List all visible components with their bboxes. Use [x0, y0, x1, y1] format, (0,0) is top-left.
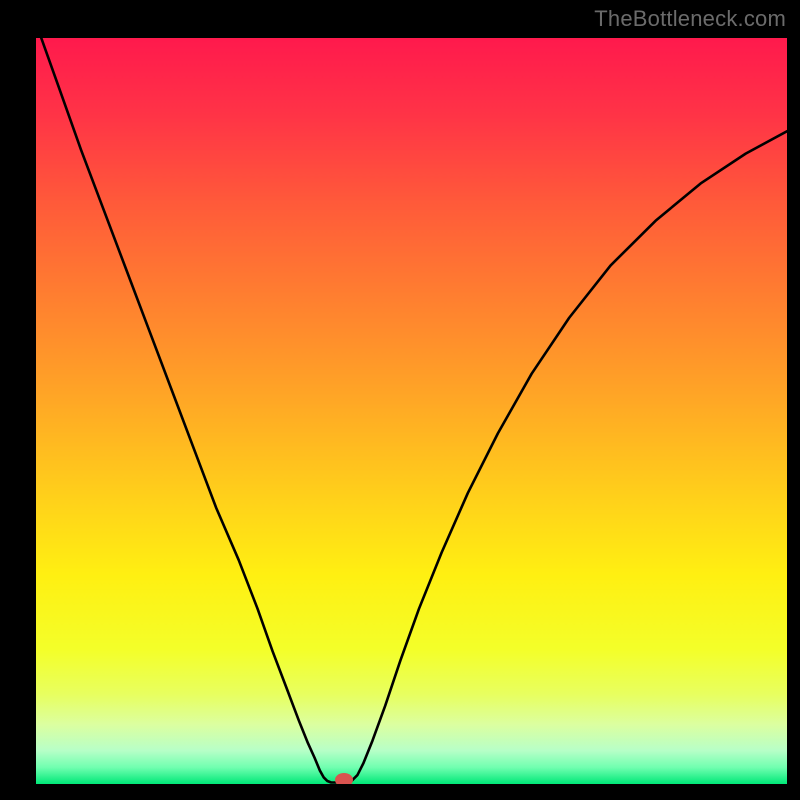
watermark-text: TheBottleneck.com	[594, 6, 786, 32]
gradient-background	[36, 38, 787, 784]
plot-area	[36, 38, 787, 784]
bottleneck-marker	[335, 773, 353, 784]
